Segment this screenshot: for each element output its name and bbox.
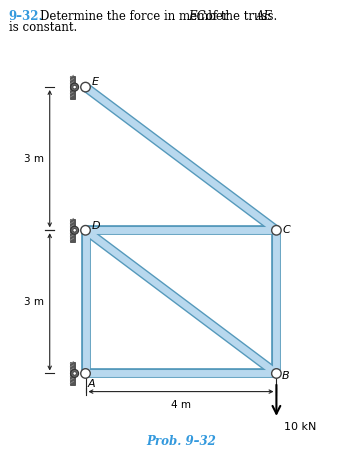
Circle shape [81, 225, 90, 235]
Bar [70, 362, 75, 385]
Circle shape [73, 229, 76, 232]
Text: 9–32.: 9–32. [9, 10, 43, 23]
Circle shape [71, 369, 79, 377]
Text: of the truss.: of the truss. [202, 10, 281, 23]
Text: 3 m: 3 m [24, 297, 44, 307]
Circle shape [71, 83, 79, 91]
Circle shape [272, 369, 281, 378]
Circle shape [71, 226, 79, 234]
Text: AE: AE [256, 10, 273, 23]
Bar [70, 219, 75, 242]
Text: 4 m: 4 m [171, 400, 191, 410]
Text: is constant.: is constant. [9, 21, 77, 34]
Circle shape [81, 82, 90, 92]
Text: 10 kN: 10 kN [284, 422, 316, 432]
Text: B: B [282, 371, 290, 381]
Text: C: C [282, 225, 290, 235]
Bar [70, 76, 75, 99]
Text: Determine the force in member: Determine the force in member [40, 10, 232, 23]
Circle shape [81, 369, 90, 378]
Circle shape [73, 85, 76, 89]
Text: 3 m: 3 m [24, 154, 44, 164]
Text: A: A [88, 379, 95, 389]
Text: E: E [91, 77, 98, 87]
Text: D: D [91, 220, 100, 230]
Circle shape [73, 372, 76, 375]
Text: Prob. 9–32: Prob. 9–32 [146, 435, 216, 448]
Text: EC: EC [188, 10, 206, 23]
Circle shape [272, 225, 281, 235]
